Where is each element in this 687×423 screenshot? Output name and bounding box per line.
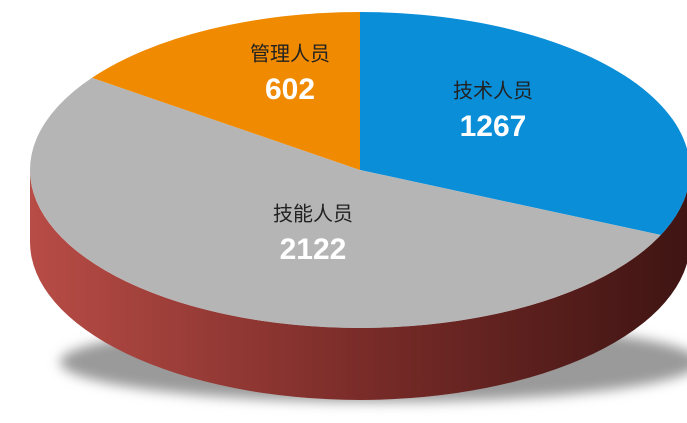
pie-side <box>30 170 687 400</box>
labels: 技术人员 1267 技能人员 2122 管理人员 602 <box>250 42 533 266</box>
slice-category: 技术人员 <box>453 79 533 103</box>
pie-slice <box>360 12 687 235</box>
slice-category: 技能人员 <box>273 202 353 226</box>
slice-value: 1267 <box>460 110 527 143</box>
slice-category: 管理人员 <box>250 42 330 66</box>
slice-value: 2122 <box>280 233 347 266</box>
slice-value: 602 <box>265 73 315 106</box>
pie-slice <box>29 77 661 329</box>
pie-slice <box>92 12 360 170</box>
pie <box>29 12 687 400</box>
